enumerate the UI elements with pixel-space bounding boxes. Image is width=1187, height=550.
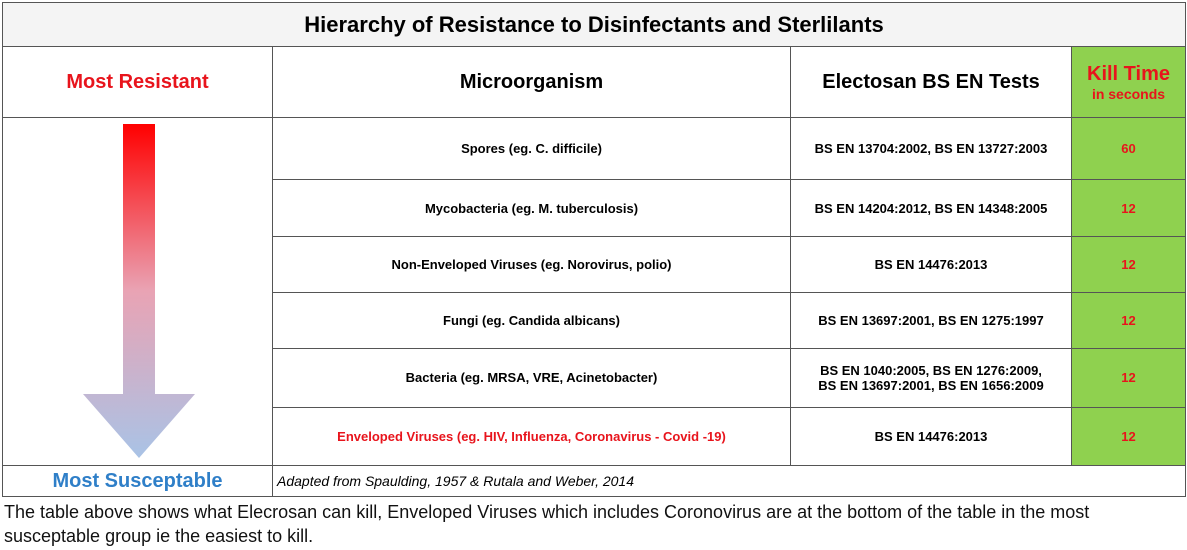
test-line: BS EN 13697:2001, BS EN 1656:2009 <box>818 377 1044 393</box>
kill-time: 12 <box>1070 179 1187 237</box>
tests: BS EN 13704:2002, BS EN 13727:2003 <box>790 116 1072 181</box>
microorganism: Bacteria (eg. MRSA, VRE, Acinetobacter) <box>272 348 791 408</box>
table-row: Spores (eg. C. difficile) BS EN 13704:200… <box>2 116 1187 466</box>
col-header: Kill Time in seconds <box>1070 46 1187 118</box>
table-row: Enveloped Viruses (eg. HIV, Influenza, C… <box>3 406 1187 467</box>
source: Adapted from Spaulding, 1957 & Rutala an… <box>271 465 1187 497</box>
test-line: BS EN 14204:2012, BS EN 14348:2005 <box>814 200 1048 216</box>
microorganism: Spores (eg. C. difficile) <box>272 116 791 181</box>
test-line: BS EN 1040:2005, BS EN 1276:2009, <box>820 362 1042 378</box>
tests: BS EN 13697:2001, BS EN 1275:1997 <box>790 291 1072 350</box>
table-title: Hierarchy of Resistance to Disinfectants… <box>1 2 1187 47</box>
most-susceptable: Most Susceptable <box>2 465 273 497</box>
microorganism: Enveloped Viruses (eg. HIV, Influenza, C… <box>272 406 791 467</box>
arrow-cell <box>2 117 273 466</box>
test-line: BS EN 13704:2002, BS EN 13727:2003 <box>814 141 1048 157</box>
footer-row: Most Susceptable Adapted from Spaulding, … <box>2 465 1187 497</box>
tests: BS EN 14476:2013 <box>790 235 1072 293</box>
table-row: Fungi (eg. Candida albicans) BS EN 13697:… <box>3 291 1187 350</box>
test-line: BS EN 14476:2013 <box>874 256 988 272</box>
microorganism: Fungi (eg. Candida albicans) <box>272 291 791 350</box>
kill-time: 60 <box>1070 116 1187 181</box>
kill-time: 12 <box>1070 348 1187 408</box>
kill-time-header: Kill Time <box>1087 62 1170 85</box>
kill-time: 12 <box>1070 406 1187 467</box>
microorganism: Mycobacteria (eg. M. tuberculosis) <box>272 179 791 237</box>
microorganism: Non-Enveloped Viruses (eg. Norovirus, po… <box>272 235 791 293</box>
tests: BS EN 1040:2005, BS EN 1276:2009, BS EN 1… <box>790 348 1072 408</box>
most-resistant: Most Resistant <box>2 46 273 118</box>
kill-time: 12 <box>1070 291 1187 350</box>
table-row: Non-Enveloped Viruses (eg. Norovirus, po… <box>3 235 1187 293</box>
note: The table above shows what Elecrosan can… <box>4 502 1090 546</box>
tests: BS EN 14476:2013 <box>790 406 1072 467</box>
col-header: Microorganism <box>272 46 791 118</box>
hierarchy-table: Hierarchy of Resistance to Disinfectants… <box>1 2 1187 497</box>
table-row: Mycobacteria (eg. M. tuberculosis) BS EN … <box>3 179 1187 237</box>
test-line: BS EN 13697:2001, BS EN 1275:1997 <box>818 313 1044 329</box>
kill-time: 12 <box>1070 235 1187 293</box>
col-header: Electosan BS EN Tests <box>790 46 1072 118</box>
test-line: BS EN 14476:2013 <box>874 428 988 444</box>
tests: BS EN 14204:2012, BS EN 14348:2005 <box>790 179 1072 237</box>
arrow <box>83 124 195 458</box>
table-row: Bacteria (eg. MRSA, VRE, Acinetobacter) B… <box>3 348 1187 408</box>
kill-time-unit: in seconds <box>1091 85 1166 102</box>
